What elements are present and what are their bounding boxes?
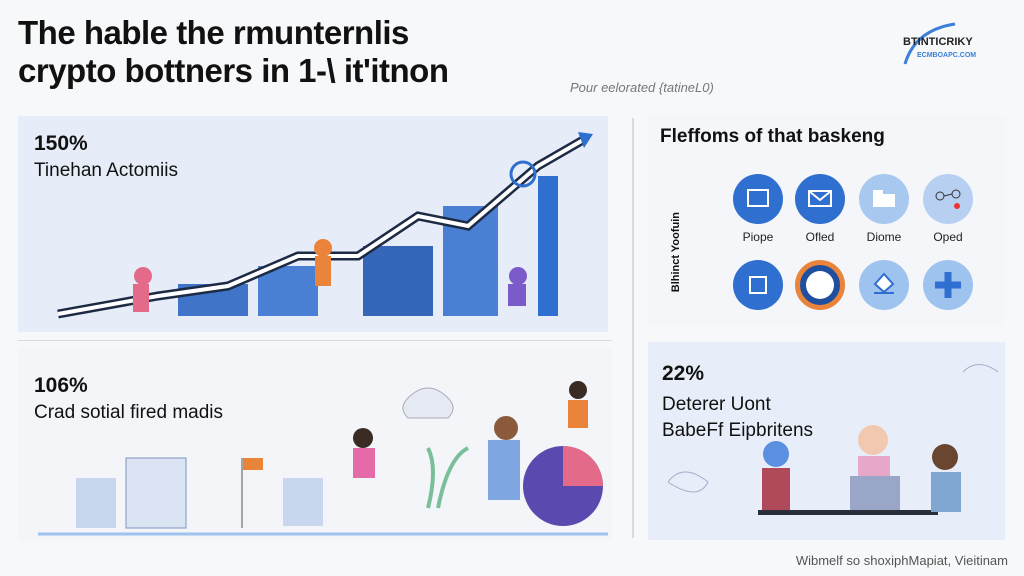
platform-label: Oped [933,230,963,244]
plus-icon[interactable] [923,260,973,310]
platforms-panel: Fleffoms of that baskeng Blhinct Yoofuin… [648,116,1005,326]
users-panel: 22% Deterer Uont BabeFf Eipbritens [648,342,1005,540]
platform-label: Diome [866,230,902,244]
social-illustration [38,381,608,536]
growth-panel: 150% Tinehan Actomiis [18,116,608,332]
social-panel: 106% Crad sotial fired madis [18,348,612,540]
folder-icon[interactable] [859,174,909,224]
social-stat: 106% [34,374,88,397]
wallet-icon[interactable] [733,260,783,310]
hand-icon[interactable] [859,260,909,310]
subtitle: Pour eelorated {tatineL0) [570,80,714,95]
coin-icon[interactable] [795,260,845,310]
growth-illustration [57,132,593,319]
divider [18,340,612,341]
platforms-title: Fleffoms of that baskeng [660,126,885,147]
title-line-2: crypto bottners in 1-\ it'itnon [18,52,449,89]
growth-label: Tinehan Actomiis [34,160,178,181]
monitor-icon[interactable] [733,174,783,224]
social-label: Crad sotial fired madis [34,402,224,423]
logo-swoosh-icon [903,22,956,65]
logo-tagline: ECMBOAPC.COM [917,52,977,59]
users-label-line-1: Deterer Uont [662,394,771,415]
title-line-1: The hable the rmunternlis [18,14,409,51]
network-icon[interactable] [923,174,973,224]
users-illustration [667,364,999,515]
divider [632,118,634,538]
platform-label: Piope [742,230,774,244]
source-footer: Wibmelf so shoxiphMapiat, Vieitinam [795,553,1008,568]
platforms-side-label: Blhinct Yoofuin [670,212,682,293]
platform-label: Ofled [805,230,835,244]
envelope-icon[interactable] [795,174,845,224]
users-label-line-2: BabeFf Eipbritens [662,420,814,441]
logo: BTINTICRIKY ECMBOAPC.COM [895,20,1015,70]
logo-name: BTINTICRIKY [903,36,973,48]
growth-stat: 150% [34,132,88,155]
page-title: The hable the rmunternlis crypto bottners… [18,14,449,90]
users-stat: 22% [662,362,705,385]
